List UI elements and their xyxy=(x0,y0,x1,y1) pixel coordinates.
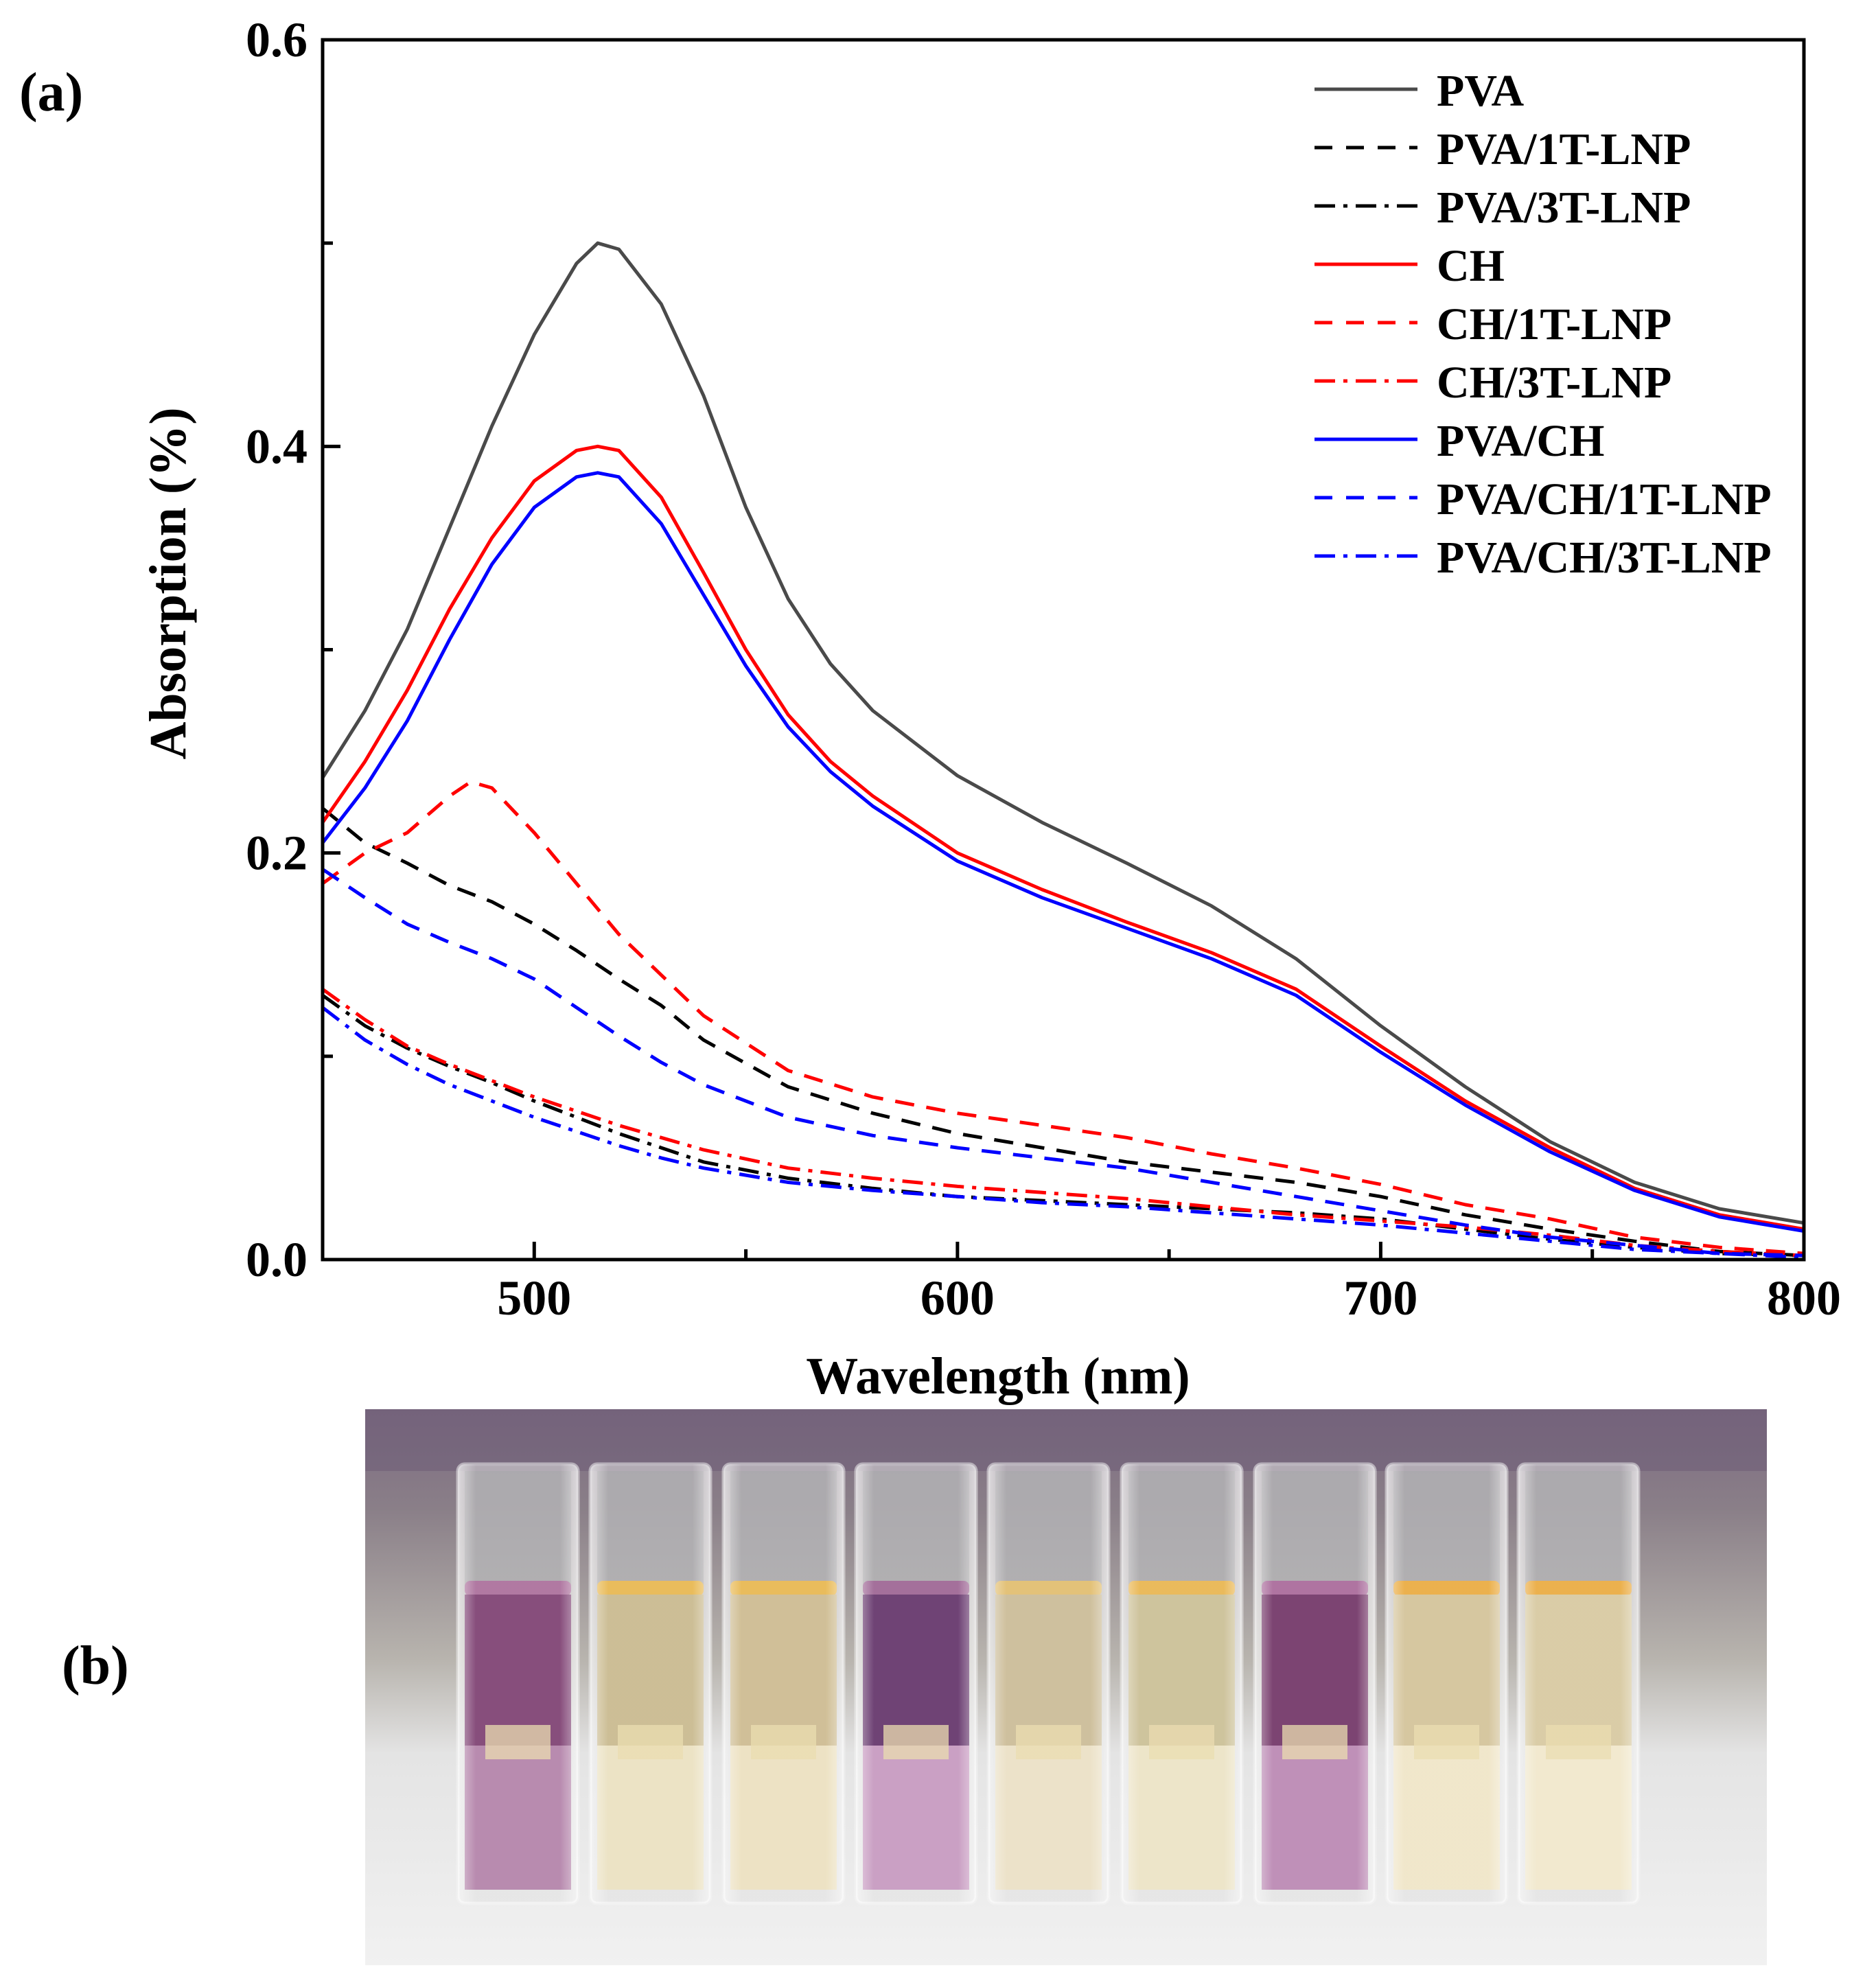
cuvette xyxy=(456,1462,580,1905)
cuvette-row xyxy=(456,1462,1641,1905)
cuvette xyxy=(1253,1462,1377,1905)
legend-entry: CH xyxy=(1437,241,1505,291)
cuvette xyxy=(854,1462,978,1905)
y-tick-label: 0.0 xyxy=(246,1232,308,1287)
panel-label-a: (a) xyxy=(19,62,84,123)
series-line-ch-1t-lnp xyxy=(323,780,1804,1255)
photo-blur-top xyxy=(365,1409,1767,1471)
series-line-pva-3t-lnp xyxy=(323,993,1804,1258)
legend-entry: PVA/3T-LNP xyxy=(1437,183,1691,233)
series-line-pva-ch-1t-lnp xyxy=(323,868,1804,1258)
cuvette-highlight xyxy=(590,1464,710,1903)
legend-entry: PVA/1T-LNP xyxy=(1437,124,1691,174)
series-line-pva-1t-lnp xyxy=(323,807,1804,1258)
cuvette xyxy=(721,1462,846,1905)
cuvette xyxy=(588,1462,713,1905)
y-axis-label: Absorption (%) xyxy=(139,407,197,759)
series-line-pva-ch-3t-lnp xyxy=(323,1006,1804,1260)
cuvette-highlight xyxy=(1255,1464,1375,1903)
cuvette-highlight xyxy=(458,1464,578,1903)
legend-entry: PVA/CH xyxy=(1437,416,1604,466)
cuvette-photo xyxy=(365,1409,1767,1965)
cuvette xyxy=(1385,1462,1509,1905)
cuvette-highlight xyxy=(1387,1464,1507,1903)
series-line-pva xyxy=(323,241,1804,1225)
y-tick-label: 0.6 xyxy=(246,12,308,67)
legend-entry: CH/1T-LNP xyxy=(1437,299,1671,349)
series-line-ch xyxy=(323,444,1804,1231)
cuvette-highlight xyxy=(1518,1464,1638,1903)
series-lines xyxy=(323,241,1804,1260)
x-axis-label: Wavelength (nm) xyxy=(806,1347,1190,1405)
legend-entry: PVA xyxy=(1437,66,1524,116)
x-tick-label: 700 xyxy=(1343,1271,1417,1325)
cuvette xyxy=(986,1462,1111,1905)
panel-label-b: (b) xyxy=(62,1636,129,1696)
cuvette-highlight xyxy=(988,1464,1109,1903)
cuvette xyxy=(1516,1462,1641,1905)
cuvette-highlight xyxy=(1122,1464,1242,1903)
legend-entry: PVA/CH/3T-LNP xyxy=(1437,533,1772,583)
y-tick-label: 0.2 xyxy=(246,826,308,881)
x-tick-label: 800 xyxy=(1767,1271,1841,1325)
absorption-chart: 500 600 700 800 0.0 0.2 0.4 0.6 Wavelength (nm) A… xyxy=(139,12,1841,1405)
legend-entry: CH/3T-LNP xyxy=(1437,358,1671,408)
y-tick-label: 0.4 xyxy=(246,419,308,474)
x-tick-label: 500 xyxy=(497,1271,571,1325)
cuvette-highlight xyxy=(723,1464,844,1903)
series-line-pva-ch xyxy=(323,471,1804,1233)
cuvette-highlight xyxy=(856,1464,976,1903)
x-tick-label: 600 xyxy=(920,1271,995,1325)
legend-entry: PVA/CH/1T-LNP xyxy=(1437,474,1772,524)
cuvette xyxy=(1120,1462,1244,1905)
